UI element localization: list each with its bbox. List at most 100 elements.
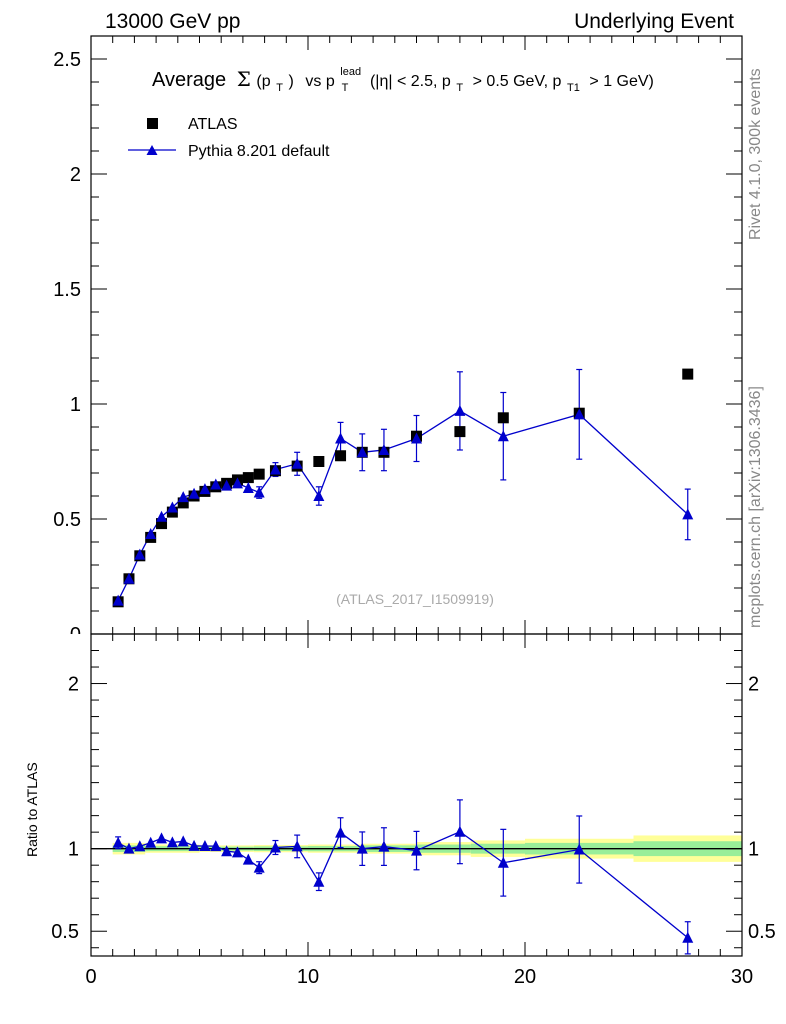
pythia-point-3 bbox=[145, 527, 157, 539]
pythia-point-2 bbox=[134, 548, 146, 560]
pythia-point-24 bbox=[682, 508, 694, 520]
pythia-ratio-point-7 bbox=[188, 839, 200, 851]
legend-atlas-label: ATLAS bbox=[188, 116, 238, 133]
ratio-series-clipped bbox=[112, 799, 694, 955]
pythia-ratio-point-10 bbox=[221, 845, 233, 857]
y-tick-label-2: 2 bbox=[70, 164, 81, 186]
title-pt-sub: T bbox=[276, 82, 283, 94]
pythia-ratio-point-24 bbox=[682, 931, 694, 943]
title-cuts2-sub: T1 bbox=[567, 82, 580, 94]
rivet-label: Rivet 4.1.0, 300k events bbox=[747, 68, 764, 240]
pythia-point-8 bbox=[199, 483, 211, 495]
title-pt-close: ) bbox=[289, 73, 294, 90]
pythia-ratio-point-12 bbox=[242, 853, 254, 865]
atlas-point-17 bbox=[335, 450, 347, 462]
x-tick-label-30: 30 bbox=[731, 966, 753, 988]
main-series bbox=[112, 368, 694, 608]
axis-tick-labels: 0 10 20 30 0.5 1 1.5 2 2.5 0 0.5 0.5 1 1 2 2 bbox=[51, 49, 776, 988]
pythia-point-14 bbox=[269, 463, 281, 475]
pythia-ratio-point-18 bbox=[356, 842, 368, 854]
pythia-point-4 bbox=[156, 510, 168, 522]
pythia-point-11 bbox=[231, 477, 243, 489]
ratio-ylabel: Ratio to ATLAS bbox=[24, 762, 40, 857]
pythia-ratio-point-14 bbox=[269, 841, 281, 853]
y-tick-label-1.5: 1.5 bbox=[53, 279, 81, 301]
pythia-ratio-point-13 bbox=[253, 861, 265, 873]
pythia-point-20 bbox=[411, 432, 422, 444]
title-lead-sub: T bbox=[342, 82, 349, 94]
header-left: 13000 GeV pp bbox=[105, 10, 240, 33]
title-cuts3: > 1 GeV) bbox=[589, 73, 653, 90]
pythia-ratio-point-21 bbox=[454, 825, 466, 837]
pythia-ratio-point-5 bbox=[166, 836, 178, 848]
ratio-y-tick-label-right-1: 1 bbox=[748, 839, 759, 861]
x-tick-label-0: 0 bbox=[85, 966, 96, 988]
pythia-point-21 bbox=[454, 404, 466, 416]
atlas-point-12 bbox=[242, 472, 254, 484]
x-tick-label-10: 10 bbox=[297, 966, 319, 988]
pythia-point-7 bbox=[188, 487, 200, 499]
atlas-point-21 bbox=[454, 426, 466, 438]
pythia-ratio-point-15 bbox=[291, 840, 303, 852]
title-cuts2: > 0.5 GeV, p bbox=[473, 73, 562, 90]
pythia-ratio-point-6 bbox=[177, 835, 189, 847]
pythia-ratio-point-19 bbox=[378, 840, 390, 852]
pythia-ratio-point-23 bbox=[573, 843, 585, 855]
ratio-y-tick-label-right-0.5: 0.5 bbox=[748, 921, 776, 943]
pythia-point-10 bbox=[221, 479, 233, 491]
pythia-point-16 bbox=[313, 490, 325, 501]
axis-ticks bbox=[90, 35, 743, 956]
pythia-point-13 bbox=[253, 486, 265, 498]
title-sigma: Σ bbox=[237, 67, 251, 91]
pythia-point-5 bbox=[166, 501, 178, 513]
pythia-ratio-point-9 bbox=[210, 840, 222, 852]
y-tick-label-0: 0 bbox=[70, 624, 81, 646]
y-tick-label-1: 1 bbox=[70, 394, 81, 416]
pythia-point-19 bbox=[378, 444, 390, 455]
pythia-point-6 bbox=[177, 491, 189, 503]
title-vs: vs p bbox=[305, 73, 334, 90]
x-tick-label-20: 20 bbox=[514, 966, 536, 988]
pythia-point-0 bbox=[112, 594, 124, 606]
ratio-y-tick-label-left-2: 2 bbox=[68, 674, 79, 696]
pythia-main-line bbox=[117, 410, 689, 601]
pythia-point-17 bbox=[335, 432, 347, 444]
ratio-y-tick-label-right-2: 2 bbox=[748, 674, 759, 696]
plot-title: Average Σ (p T ) vs p lead T (|η| < 2.5,… bbox=[152, 58, 654, 96]
pythia-ratio-point-8 bbox=[199, 840, 211, 852]
plot-title-text: Average Σ (p T ) vs p lead T (|η| < 2.5,… bbox=[152, 58, 654, 96]
header-right: Underlying Event bbox=[574, 10, 734, 33]
legend: ATLAS Pythia 8.201 default bbox=[128, 116, 330, 160]
title-cuts1-sub: T bbox=[456, 82, 463, 94]
ratio-y-tick-label-left-1: 1 bbox=[68, 839, 79, 861]
title-prefix: Average bbox=[152, 69, 226, 91]
pythia-ratio-point-22 bbox=[497, 856, 509, 868]
pythia-ratio-point-1 bbox=[123, 842, 135, 854]
pythia-ratio-point-20 bbox=[411, 844, 422, 856]
analysis-watermark: (ATLAS_2017_I1509919) bbox=[336, 591, 494, 607]
title-pt-open: (p bbox=[256, 73, 270, 90]
title-cuts1: (|η| < 2.5, p bbox=[370, 73, 451, 90]
ratio-series bbox=[112, 799, 694, 955]
pythia-ratio-point-11 bbox=[231, 846, 243, 858]
legend-pythia-label: Pythia 8.201 default bbox=[188, 143, 330, 160]
pythia-point-23 bbox=[573, 408, 585, 420]
legend-pythia-marker bbox=[146, 145, 158, 155]
pythia-point-9 bbox=[210, 478, 222, 490]
mcplots-label: mcplots.cern.ch [arXiv:1306.3436] bbox=[747, 386, 764, 628]
atlas-point-6 bbox=[177, 497, 189, 509]
pythia-ratio-point-16 bbox=[313, 875, 325, 887]
pythia-point-22 bbox=[497, 430, 509, 442]
y-tick-label-2.5: 2.5 bbox=[53, 49, 81, 71]
atlas-point-16 bbox=[313, 456, 325, 467]
ratio-y-tick-label-left-0.5: 0.5 bbox=[51, 921, 79, 943]
atlas-point-4 bbox=[156, 518, 168, 530]
pythia-ratio-point-17 bbox=[335, 826, 347, 838]
atlas-point-22 bbox=[497, 412, 509, 424]
atlas-point-13 bbox=[253, 468, 265, 480]
pythia-ratio-point-3 bbox=[145, 836, 157, 848]
pythia-ratio-point-0 bbox=[112, 836, 124, 848]
y-tick-label-0.5: 0.5 bbox=[53, 509, 81, 531]
pythia-point-15 bbox=[291, 457, 303, 469]
